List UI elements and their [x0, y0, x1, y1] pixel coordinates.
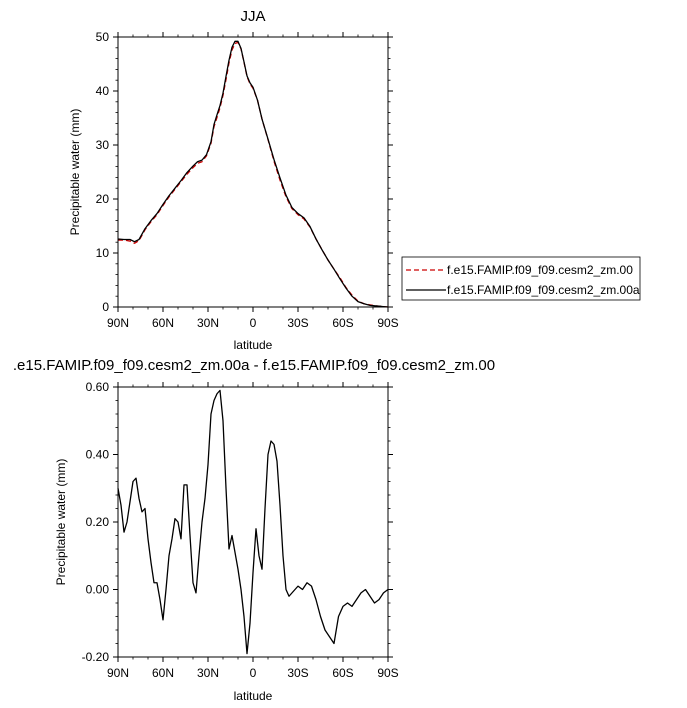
y-tick-label: 10	[96, 246, 110, 260]
y-tick-label: 0	[102, 300, 109, 314]
bottom-panel: .e15.FAMIP.f09_f09.cesm2_zm.00a - f.e15.…	[13, 357, 495, 703]
x-tick-label: 30N	[197, 316, 219, 330]
series-line-0	[117, 389, 389, 655]
x-tick-label: 90N	[107, 316, 129, 330]
bottom-y-axis-label: Precipitable water (mm)	[54, 459, 68, 586]
x-tick-label: 60N	[152, 316, 174, 330]
bottom-plot-frame	[117, 386, 389, 658]
y-tick-label: 0.60	[86, 380, 110, 394]
x-tick-label: 90S	[377, 316, 398, 330]
top-plot-frame	[117, 36, 389, 308]
bottom-x-axis-label: latitude	[234, 689, 273, 703]
series-line-0	[118, 41, 389, 308]
top-x-axis-label: latitude	[234, 338, 273, 352]
legend: f.e15.FAMIP.f09_f09.cesm2_zm.00 f.e15.FA…	[401, 256, 641, 301]
y-tick-label: 0.20	[86, 515, 110, 529]
y-tick-label: -0.20	[82, 650, 110, 664]
x-tick-label: 0	[250, 666, 257, 680]
x-tick-label: 90S	[377, 666, 398, 680]
x-tick-label: 30N	[197, 666, 219, 680]
bottom-chart-title: .e15.FAMIP.f09_f09.cesm2_zm.00a - f.e15.…	[13, 357, 495, 374]
x-tick-label: 0	[250, 316, 257, 330]
legend-label-series-0: f.e15.FAMIP.f09_f09.cesm2_zm.00	[447, 263, 633, 277]
y-tick-label: 0.00	[86, 583, 110, 597]
x-tick-label: 60S	[332, 666, 353, 680]
series-line-1	[117, 40, 389, 308]
top-panel: JJA Precipitable water (mm) latitude 0 10…	[68, 8, 399, 352]
bottom-series-lines	[117, 389, 389, 655]
x-tick-label: 30S	[287, 316, 308, 330]
x-tick-label: 60N	[152, 666, 174, 680]
x-tick-label: 30S	[287, 666, 308, 680]
bottom-axis-ticks: 0.60 0.40 0.20 0.00 -0.20 90N 60N 30N 0 30S 60S 90S	[82, 380, 399, 680]
y-tick-label: 30	[96, 138, 110, 152]
y-tick-label: 40	[96, 84, 110, 98]
x-tick-label: 90N	[107, 666, 129, 680]
top-y-axis-label: Precipitable water (mm)	[68, 109, 82, 236]
legend-box	[401, 256, 641, 301]
x-tick-label: 60S	[332, 316, 353, 330]
top-chart-title: JJA	[240, 8, 265, 25]
y-tick-label: 20	[96, 192, 110, 206]
legend-label-series-1: f.e15.FAMIP.f09_f09.cesm2_zm.00a	[447, 283, 640, 297]
y-tick-label: 50	[96, 30, 110, 44]
top-series-lines	[117, 40, 389, 308]
y-tick-label: 0.40	[86, 448, 110, 462]
